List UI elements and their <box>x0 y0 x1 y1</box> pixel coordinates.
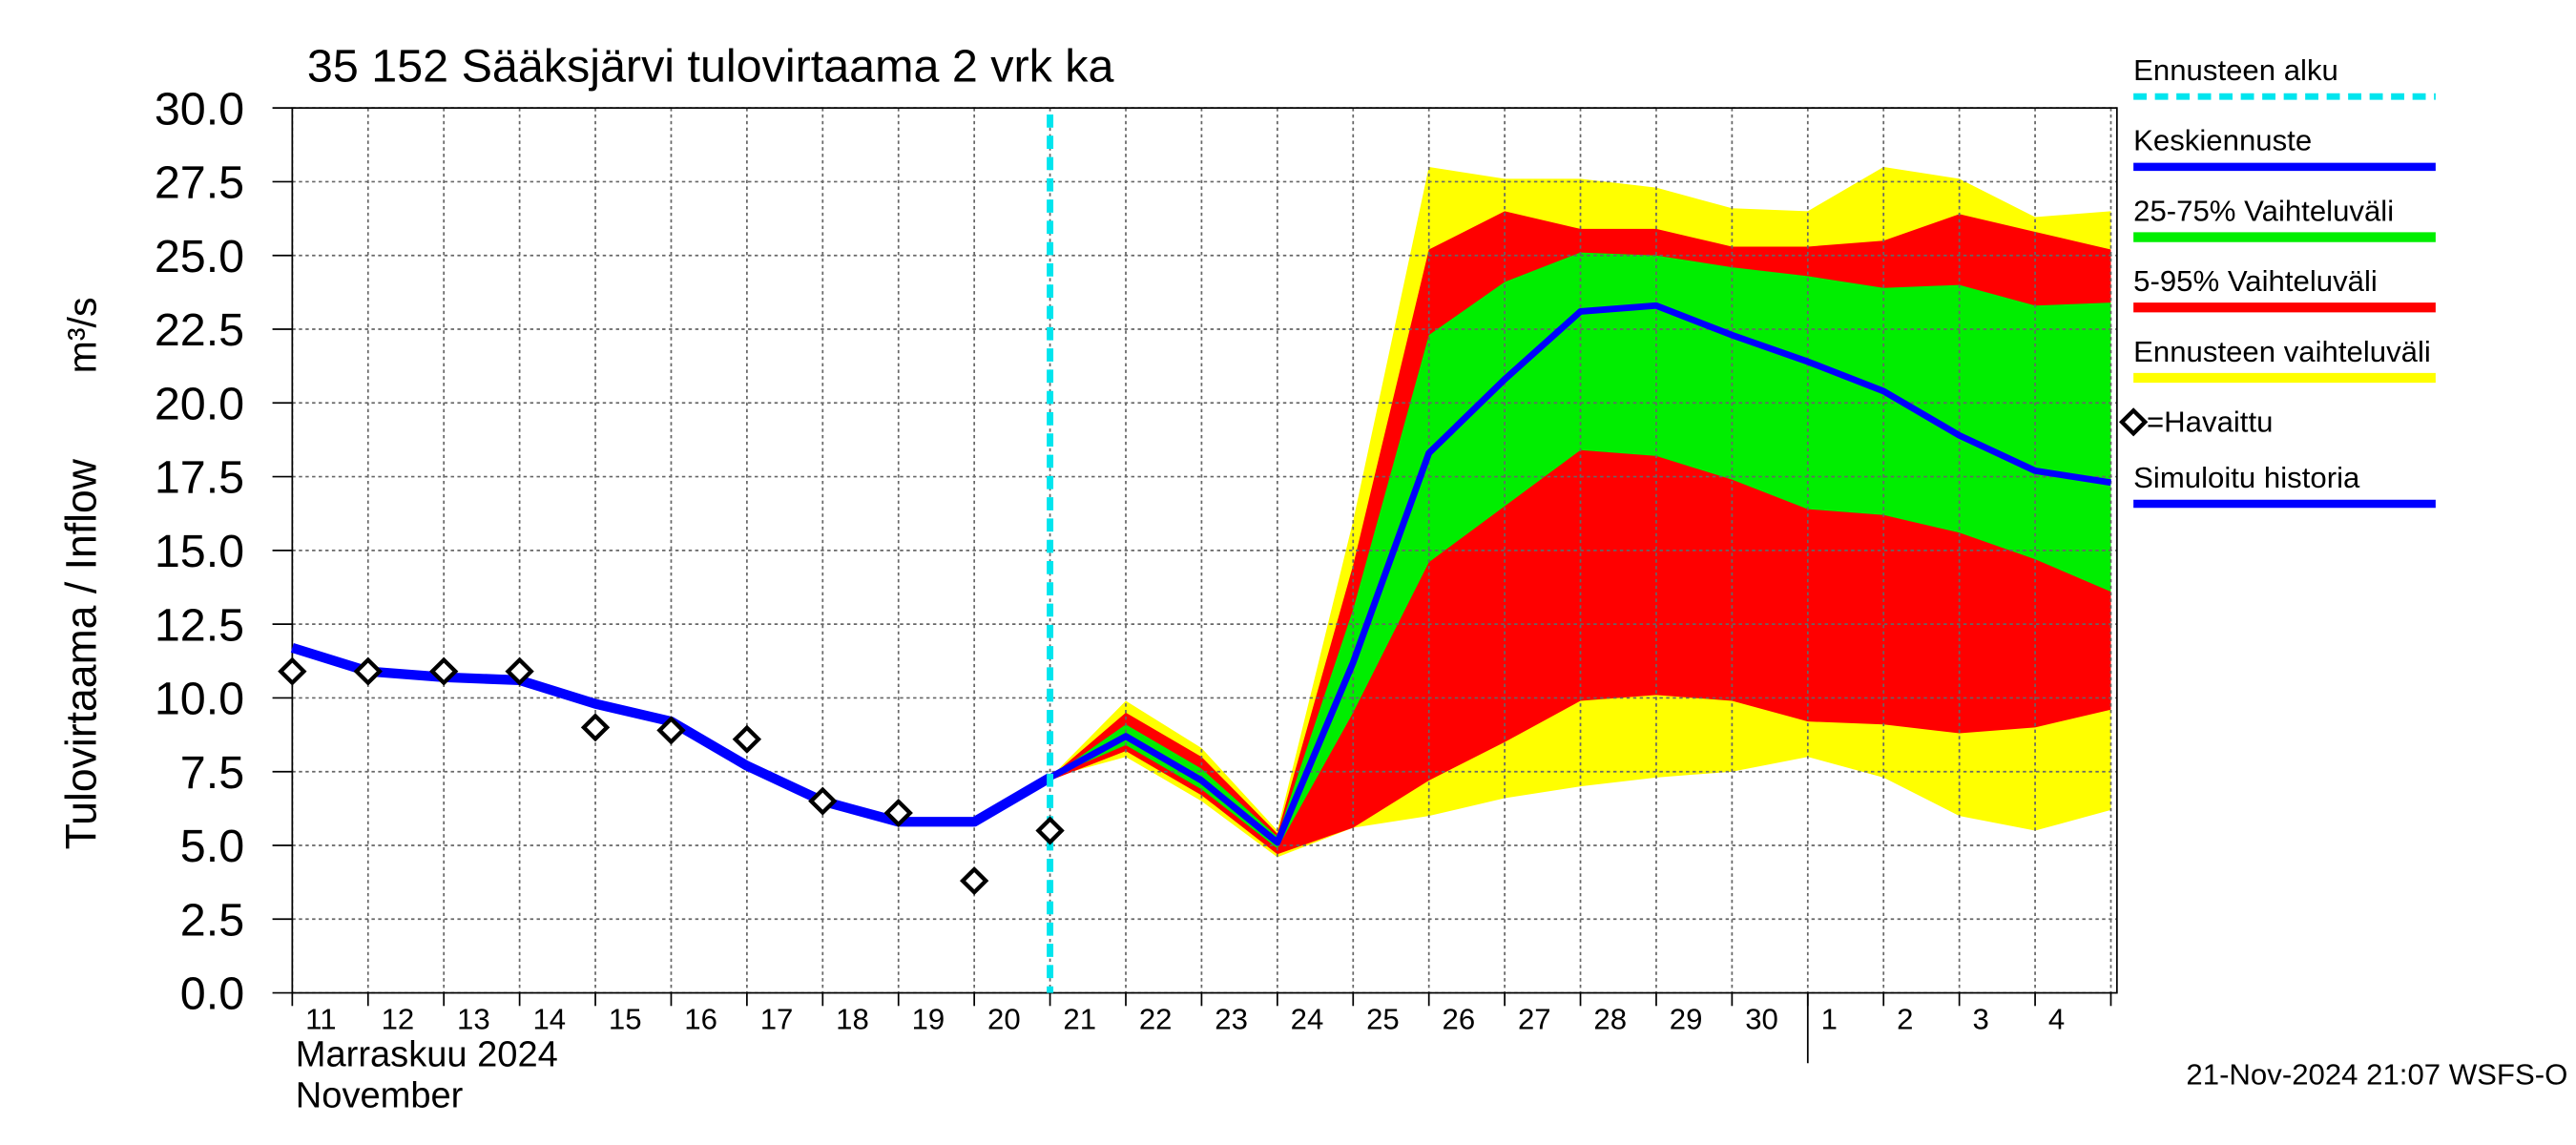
x-tick-label: 24 <box>1291 1002 1324 1035</box>
y-axis-label: Tulovirtaama / Inflow <box>57 458 105 849</box>
legend-label: Keskiennuste <box>2133 124 2312 157</box>
band <box>1049 252 2111 849</box>
x-tick-label: 2 <box>1897 1002 1913 1035</box>
x-tick-label: 26 <box>1443 1002 1476 1035</box>
x-month-label-en: November <box>296 1076 464 1116</box>
y-axis-unit: m³/s <box>60 297 104 373</box>
x-tick-label: 14 <box>532 1002 566 1035</box>
observed-point <box>353 656 383 686</box>
x-tick-label: 20 <box>987 1002 1021 1035</box>
x-tick-label: 23 <box>1215 1002 1248 1035</box>
observed-point <box>808 786 838 816</box>
legend-label: 25-75% Vaihteluväli <box>2133 195 2394 228</box>
observed-point <box>656 716 686 745</box>
x-tick-label: 17 <box>760 1002 794 1035</box>
x-tick-label: 18 <box>836 1002 869 1035</box>
timestamp: 21-Nov-2024 21:07 WSFS-O <box>2186 1058 2567 1092</box>
x-tick-label: 16 <box>684 1002 717 1035</box>
x-tick-label: 19 <box>912 1002 945 1035</box>
observed-point <box>959 866 989 896</box>
observed-point <box>505 656 534 686</box>
observed-point <box>580 713 611 742</box>
observed-point <box>429 656 459 686</box>
y-tick-label: 17.5 <box>155 452 244 504</box>
legend-label: Ennusteen vaihteluväli <box>2133 335 2431 368</box>
legend-label: Ennusteen alku <box>2133 53 2338 87</box>
legend-label: =Havaittu <box>2147 406 2273 439</box>
observed-point <box>2118 407 2149 437</box>
y-tick-label: 20.0 <box>155 379 244 430</box>
y-tick-label: 30.0 <box>155 83 244 135</box>
x-tick-label: 25 <box>1366 1002 1400 1035</box>
observed-point <box>1035 816 1065 845</box>
y-tick-label: 7.5 <box>180 747 244 799</box>
x-tick-label: 21 <box>1063 1002 1096 1035</box>
x-tick-label: 27 <box>1518 1002 1551 1035</box>
chart-title: 35 152 Sääksjärvi tulovirtaama 2 vrk ka <box>307 41 1114 93</box>
x-tick-label: 11 <box>305 1002 336 1035</box>
x-tick-label: 13 <box>457 1002 490 1035</box>
x-tick-label: 1 <box>1821 1002 1838 1035</box>
observed-point <box>883 798 913 828</box>
x-tick-label: 29 <box>1670 1002 1703 1035</box>
y-tick-label: 25.0 <box>155 231 244 282</box>
legend-label: 5-95% Vaihteluväli <box>2133 264 2378 298</box>
y-tick-label: 10.0 <box>155 674 244 725</box>
y-tick-label: 5.0 <box>180 821 244 872</box>
x-tick-label: 12 <box>382 1002 415 1035</box>
x-tick-label: 30 <box>1745 1002 1778 1035</box>
y-tick-label: 15.0 <box>155 526 244 577</box>
y-tick-label: 0.0 <box>180 968 244 1020</box>
x-month-label: Marraskuu 2024 <box>296 1035 558 1075</box>
y-tick-label: 22.5 <box>155 304 244 356</box>
x-tick-label: 3 <box>1972 1002 1988 1035</box>
y-tick-label: 2.5 <box>180 895 244 947</box>
x-tick-label: 28 <box>1593 1002 1627 1035</box>
x-tick-label: 4 <box>2048 1002 2065 1035</box>
y-tick-label: 12.5 <box>155 599 244 651</box>
observed-point <box>732 724 762 754</box>
forecast-line <box>1048 302 2112 846</box>
y-tick-label: 27.5 <box>155 157 244 209</box>
observed-point <box>278 656 307 686</box>
x-tick-label: 15 <box>609 1002 642 1035</box>
legend-label: Simuloitu historia <box>2133 461 2360 494</box>
x-tick-label: 22 <box>1139 1002 1173 1035</box>
